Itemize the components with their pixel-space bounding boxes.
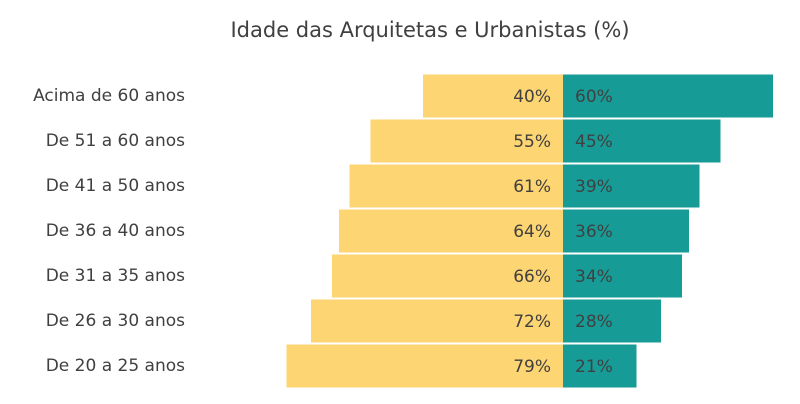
category-label: De 31 a 35 anos <box>46 266 185 286</box>
bar <box>563 164 700 208</box>
bar <box>332 254 563 298</box>
category-label: De 51 a 60 anos <box>46 131 185 151</box>
data-label: 39% <box>575 177 613 197</box>
data-label: 60% <box>575 87 613 107</box>
bar <box>339 209 563 253</box>
bar <box>370 119 563 163</box>
bar <box>563 119 721 163</box>
category-label: Acima de 60 anos <box>33 86 185 106</box>
data-label: 34% <box>575 267 613 287</box>
bar <box>563 209 689 253</box>
bar <box>563 74 773 118</box>
category-label: De 41 a 50 anos <box>46 176 185 196</box>
bar <box>311 299 563 343</box>
bar <box>349 164 563 208</box>
category-label: De 20 a 25 anos <box>46 356 185 376</box>
bar <box>563 254 682 298</box>
data-label: 61% <box>513 177 551 197</box>
data-label: 36% <box>575 222 613 242</box>
data-label: 55% <box>513 132 551 152</box>
category-label: De 26 a 30 anos <box>46 311 185 331</box>
data-label: 66% <box>513 267 551 287</box>
data-label: 72% <box>513 312 551 332</box>
bar <box>423 74 563 118</box>
bar <box>563 299 661 343</box>
category-label: De 36 a 40 anos <box>46 221 185 241</box>
data-label: 40% <box>513 87 551 107</box>
data-label: 79% <box>513 357 551 377</box>
data-label: 28% <box>575 312 613 332</box>
data-label: 64% <box>513 222 551 242</box>
chart-title: Idade das Arquitetas e Urbanistas (%) <box>230 18 629 42</box>
data-label: 45% <box>575 132 613 152</box>
bar <box>563 344 637 388</box>
bar <box>286 344 563 388</box>
data-label: 21% <box>575 357 613 377</box>
